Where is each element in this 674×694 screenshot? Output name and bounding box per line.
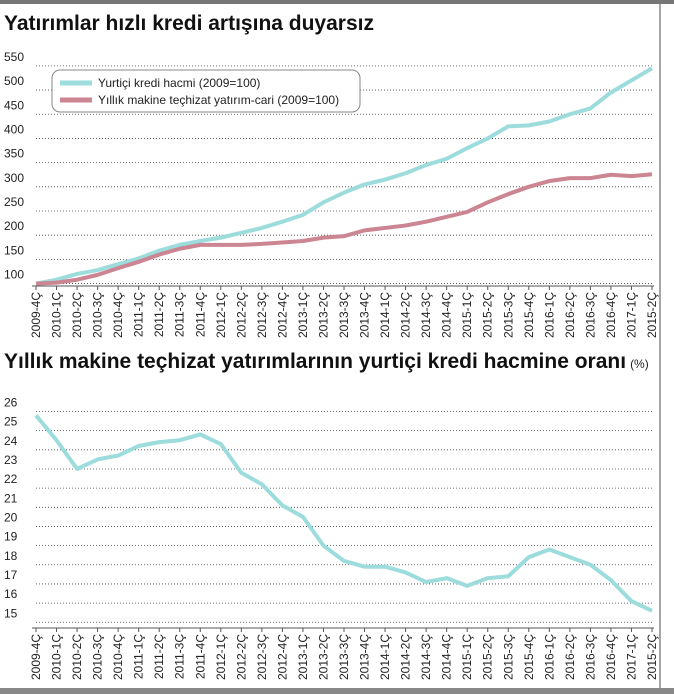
x-tick-label: 2016-3Ç [583, 634, 597, 680]
x-tick-label: 2014-1Ç [378, 292, 392, 338]
y-tick-label: 26 [4, 395, 18, 409]
x-tick-label: 2009-4Ç [29, 634, 43, 680]
x-tick-label: 2016-2Ç [563, 634, 577, 680]
chart-title: Yıllık makine teçhizat yatırımlarının yu… [4, 350, 626, 373]
x-tick-label: 2014-1Ç [378, 634, 392, 680]
x-tick-label: 2017-1Ç [624, 634, 638, 680]
x-tick-label: 2011-3Ç [173, 634, 187, 679]
y-tick-label: 17 [4, 568, 18, 582]
x-tick-label: 2012-2Ç [234, 292, 248, 338]
x-tick-label: 2010-2Ç [70, 292, 84, 338]
data-line [35, 172, 653, 286]
x-tick-label: 2013-1Ç [296, 292, 310, 338]
x-tick-label: 2016-4Ç [604, 634, 618, 680]
x-tick-label: 2015-2Ç [481, 634, 495, 680]
x-tick-label: 2013-4Ç [358, 634, 372, 680]
x-tick-label: 2012-4Ç [275, 292, 289, 338]
x-tick-label: 2014-3Ç [419, 634, 433, 680]
legend-label: Yurtiçi kredi hacmi (2009=100) [98, 76, 260, 90]
top-rule [0, 0, 674, 4]
y-tick-label: 22 [4, 472, 18, 486]
y-tick-label: 100 [4, 268, 24, 282]
x-tick-label: 2013-2Ç [316, 634, 330, 680]
x-tick-label: 2010-4Ç [111, 292, 125, 338]
x-tick-label: 2012-4Ç [275, 634, 289, 680]
y-tick-label: 21 [4, 491, 18, 505]
x-tick-label: 2009-4Ç [29, 292, 43, 338]
x-tick-label: 2010-3Ç [91, 292, 105, 338]
x-tick-label: 2011-4Ç [193, 292, 207, 337]
x-tick-label: 2016-4Ç [604, 292, 618, 338]
x-tick-label: 2011-2Ç [152, 634, 166, 679]
x-tick-label: 2012-1Ç [214, 634, 228, 680]
data-line [34, 414, 653, 613]
y-tick-label: 550 [4, 50, 24, 64]
y-tick-label: 450 [4, 98, 24, 112]
x-tick-label: 2015-4Ç [522, 292, 536, 338]
x-tick-label: 2016-3Ç [583, 292, 597, 338]
x-tick-label: 2013-4Ç [358, 292, 372, 338]
x-tick-label: 2014-4Ç [440, 634, 454, 680]
x-tick-label: 2010-1Ç [50, 634, 64, 680]
y-tick-label: 250 [4, 195, 24, 209]
x-tick-label: 2011-1Ç [132, 634, 146, 679]
x-tick-label: 2016-1Ç [542, 634, 556, 680]
x-tick-label: 2015-2Ç [645, 292, 659, 338]
y-tick-label: 500 [4, 74, 24, 88]
legend: Yurtiçi kredi hacmi (2009=100) Yıllık mak… [51, 69, 361, 113]
unit-label: (%) [630, 357, 649, 371]
x-tick-label: 2014-3Ç [419, 292, 433, 338]
x-tick-label: 2014-4Ç [440, 292, 454, 338]
x-tick-label: 2015-2Ç [481, 292, 495, 338]
y-tick-label: 150 [4, 243, 24, 257]
chart-title: Yatırımlar hızlı kredi artışına duyarsız [4, 12, 374, 35]
x-tick-label: 2011-3Ç [173, 292, 187, 337]
y-tick-label: 23 [4, 453, 18, 467]
x-tick-label: 2010-3Ç [91, 634, 105, 680]
y-tick-label: 16 [4, 587, 18, 601]
legend-label: Yıllık makine teçhizat yatırım-cari (200… [98, 93, 339, 107]
x-tick-label: 2012-3Ç [255, 292, 269, 338]
bottom-rule [0, 688, 674, 694]
data-line [35, 66, 654, 286]
x-tick-label: 2011-1Ç [132, 292, 146, 337]
y-tick-label: 19 [4, 530, 18, 544]
y-tick-label: 25 [4, 415, 18, 429]
x-tick-label: 2016-1Ç [542, 292, 556, 338]
y-tick-label: 20 [4, 510, 18, 524]
x-tick-label: 2017-1Ç [624, 292, 638, 338]
x-tick-label: 2014-2Ç [399, 292, 413, 338]
x-tick-label: 2014-2Ç [399, 634, 413, 680]
x-tick-label: 2012-1Ç [214, 292, 228, 338]
x-tick-label: 2013-3Ç [337, 292, 351, 338]
x-tick-label: 2010-4Ç [111, 634, 125, 680]
x-tick-label: 2010-2Ç [70, 634, 84, 680]
x-tick-label: 2015-2Ç [645, 634, 659, 680]
y-tick-label: 300 [4, 171, 24, 185]
x-tick-label: 2013-3Ç [337, 634, 351, 680]
legend-box [51, 69, 361, 113]
y-tick-label: 24 [4, 434, 18, 448]
x-tick-label: 2015-1Ç [460, 292, 474, 338]
y-tick-label: 18 [4, 549, 18, 563]
x-tick-label: 2016-2Ç [563, 292, 577, 338]
x-tick-label: 2010-1Ç [50, 292, 64, 338]
x-tick-label: 2015-1Ç [460, 634, 474, 680]
x-tick-label: 2012-3Ç [255, 634, 269, 680]
y-tick-label: 350 [4, 147, 24, 161]
x-tick-label: 2011-2Ç [152, 292, 166, 337]
y-tick-label: 400 [4, 122, 24, 136]
x-tick-label: 2013-1Ç [296, 634, 310, 680]
x-tick-label: 2015-3Ç [501, 634, 515, 680]
x-tick-label: 2013-2Ç [316, 292, 330, 338]
x-tick-label: 2012-2Ç [234, 634, 248, 680]
x-tick-label: 2011-4Ç [193, 634, 207, 679]
y-tick-label: 15 [4, 606, 18, 620]
x-tick-label: 2015-3Ç [501, 292, 515, 338]
y-tick-label: 200 [4, 219, 24, 233]
x-tick-label: 2015-4Ç [522, 634, 536, 680]
